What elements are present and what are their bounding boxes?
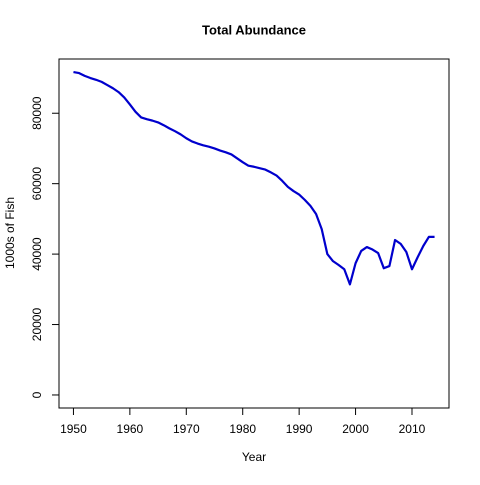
x-tick-label: 1960 — [117, 422, 144, 436]
y-tick-label: 0 — [30, 391, 44, 398]
y-tick-label: 80000 — [30, 96, 44, 130]
x-tick-label: 2000 — [342, 422, 369, 436]
chart-title: Total Abundance — [202, 22, 306, 37]
x-tick-label: 2010 — [399, 422, 426, 436]
y-tick-label: 40000 — [30, 237, 44, 271]
x-tick-label: 1970 — [173, 422, 200, 436]
x-tick-label: 1980 — [229, 422, 256, 436]
y-tick-label: 20000 — [30, 308, 44, 342]
y-tick-label: 60000 — [30, 167, 44, 201]
y-axis-label: 1000s of Fish — [3, 197, 17, 269]
x-tick-label: 1990 — [286, 422, 313, 436]
data-line — [73, 70, 435, 286]
x-tick-label: 1950 — [60, 422, 87, 436]
plot-box — [58, 58, 450, 409]
x-axis-label: Year — [242, 450, 266, 464]
